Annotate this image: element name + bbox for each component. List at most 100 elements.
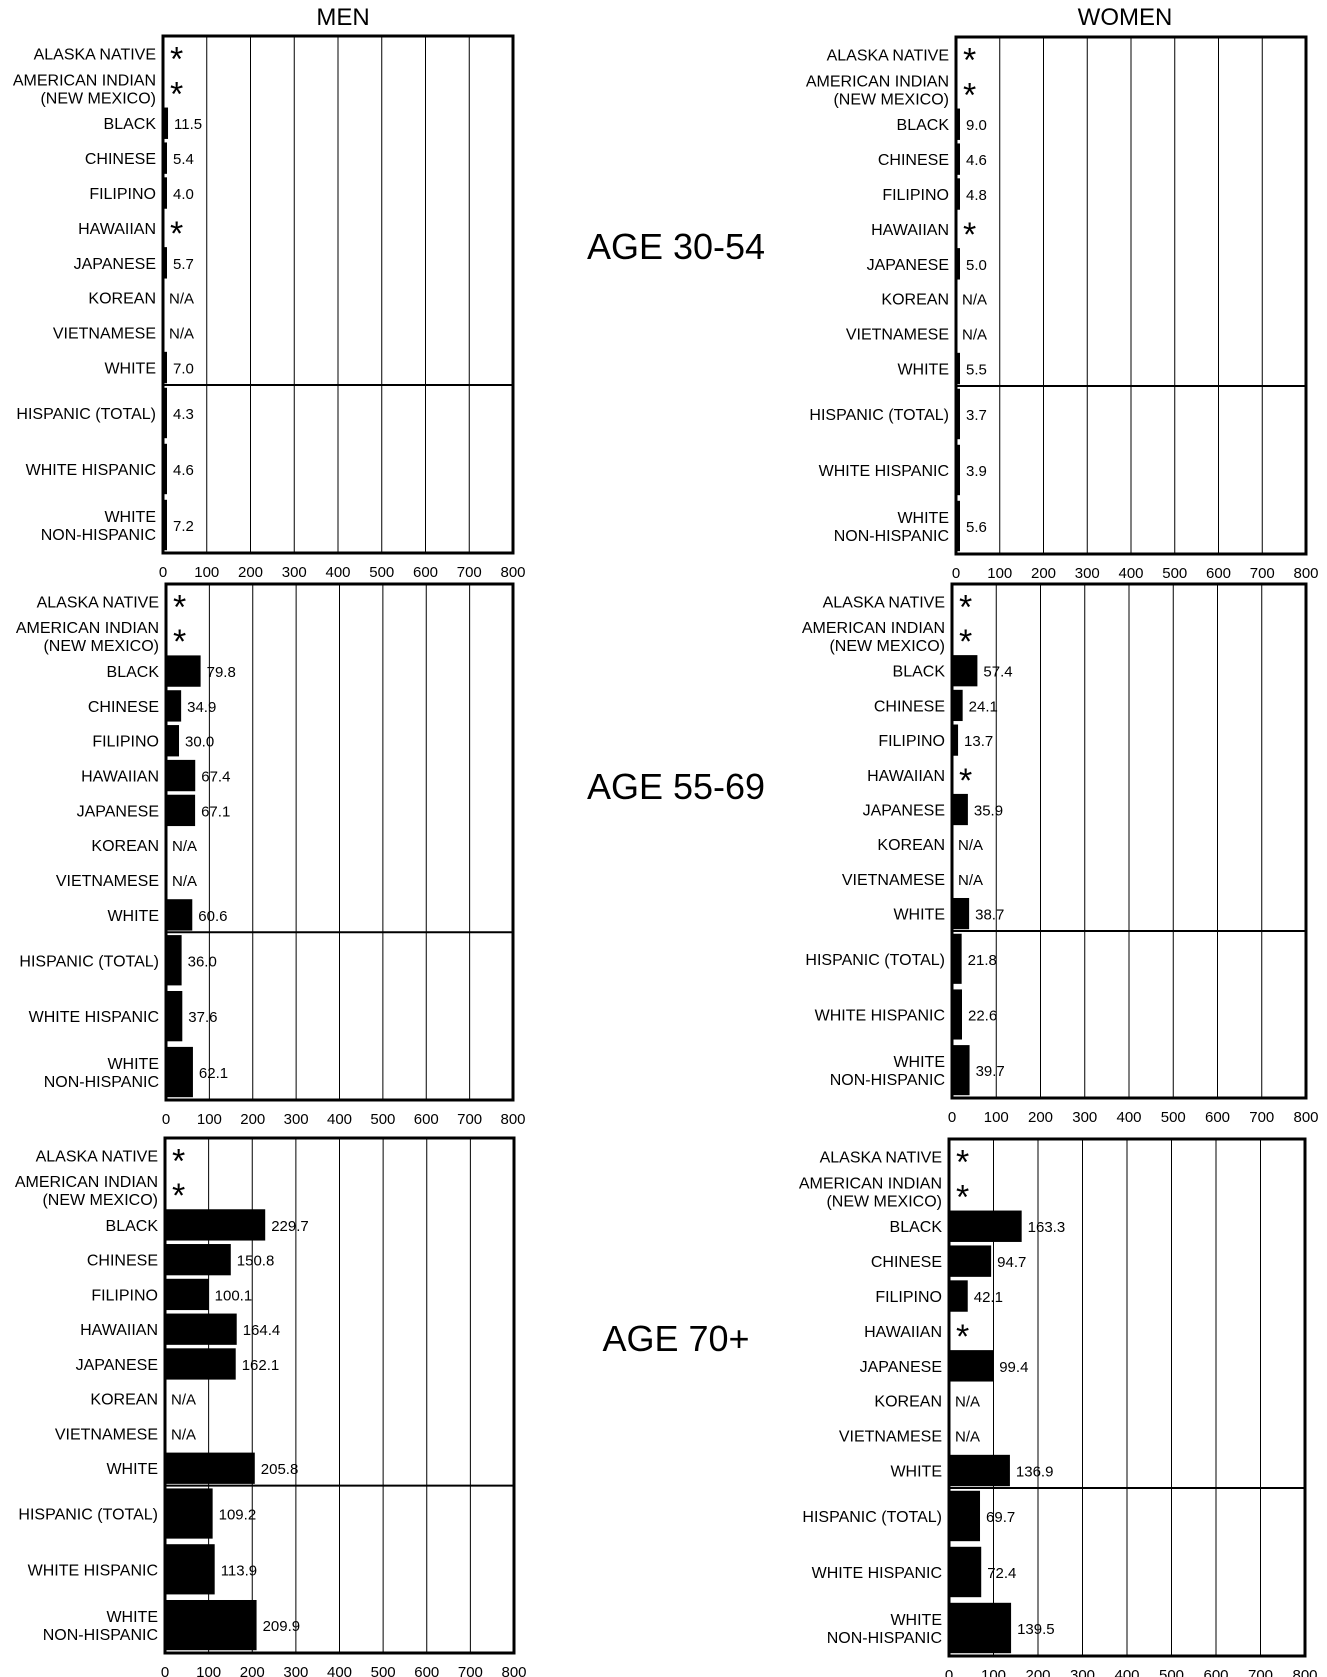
category-label-men-age-55-69-alaska-native: ALASKA NATIVE	[37, 594, 159, 611]
category-label-men-age-55-69-american-indian-new-mexico: AMERICAN INDIAN (NEW MEXICO)	[16, 620, 159, 655]
x-tick-label-men-age-55-69-300: 300	[284, 1111, 309, 1128]
category-label-men-age-55-69-hispanic-total: HISPANIC (TOTAL)	[19, 953, 159, 970]
bar-men-age-55-69-white-non-hispanic	[166, 1046, 193, 1098]
x-tick-label-women-age-30-54-100: 100	[987, 565, 1012, 582]
x-tick-label-men-age-70-200: 200	[240, 1664, 265, 1677]
value-label-men-age-55-69-black: 79.8	[207, 664, 236, 681]
category-label-men-age-70-white-hispanic: WHITE HISPANIC	[28, 1562, 158, 1579]
category-label-men-age-55-69-vietnamese: VIETNAMESE	[56, 873, 159, 890]
value-label-men-age-30-54-hispanic-total: 4.3	[173, 406, 194, 423]
value-label-men-age-70-filipino: 100.1	[215, 1287, 253, 1304]
value-label-women-age-30-54-black: 9.0	[966, 117, 987, 134]
value-label-men-age-30-54-white-non-hispanic: 7.2	[173, 518, 194, 535]
value-label-women-age-30-54-chinese: 4.6	[966, 152, 987, 169]
x-tick-label-men-age-55-69-800: 800	[500, 1111, 525, 1128]
category-label-men-age-55-69-white-non-hispanic: WHITE NON-HISPANIC	[44, 1056, 159, 1091]
value-label-men-age-55-69-chinese: 34.9	[187, 699, 216, 716]
bar-men-age-55-69-hispanic-total	[166, 935, 182, 986]
category-label-women-age-55-69-white-hispanic: WHITE HISPANIC	[815, 1007, 945, 1024]
value-label-men-age-55-69-filipino: 30.0	[185, 734, 214, 751]
category-label-men-age-30-54-american-indian-new-mexico: AMERICAN INDIAN (NEW MEXICO)	[13, 72, 156, 107]
x-tick-label-men-age-30-54-800: 800	[500, 564, 525, 581]
bar-men-age-30-54-black	[163, 107, 169, 139]
value-label-women-age-70-white-hispanic: 72.4	[987, 1565, 1016, 1582]
category-label-women-age-55-69-white: WHITE	[893, 907, 945, 924]
value-label-men-age-70-korean: N/A	[171, 1392, 196, 1409]
bar-women-age-70-japanese	[949, 1350, 994, 1382]
x-tick-label-men-age-55-69-200: 200	[240, 1111, 265, 1128]
value-label-women-age-55-69-chinese: 24.1	[969, 698, 998, 715]
category-label-men-age-70-hawaiian: HAWAIIAN	[80, 1322, 158, 1339]
bar-men-age-70-hawaiian	[165, 1313, 237, 1345]
category-label-men-age-55-69-japanese: JAPANESE	[77, 803, 159, 820]
x-tick-label-women-age-70-400: 400	[1114, 1667, 1139, 1677]
value-label-men-age-70-alaska-native: *	[172, 1142, 185, 1180]
value-label-women-age-70-chinese: 94.7	[997, 1254, 1026, 1271]
category-label-women-age-55-69-hawaiian: HAWAIIAN	[867, 768, 945, 785]
bar-women-age-70-filipino	[949, 1280, 968, 1312]
category-label-women-age-55-69-black: BLACK	[893, 664, 946, 681]
category-label-women-age-70-white: WHITE	[890, 1464, 942, 1481]
value-label-men-age-55-69-hispanic-total: 36.0	[188, 953, 217, 970]
x-tick-label-men-age-30-54-700: 700	[457, 564, 482, 581]
bar-men-age-70-white-hispanic	[165, 1544, 215, 1595]
bar-women-age-55-69-white	[952, 897, 970, 930]
value-label-men-age-30-54-hawaiian: *	[170, 215, 183, 253]
age-group-label-70-plus: AGE 70+	[602, 1318, 750, 1359]
value-label-men-age-55-69-korean: N/A	[172, 838, 197, 855]
bar-men-age-70-black	[165, 1209, 266, 1241]
value-label-women-age-55-69-hawaiian: *	[959, 762, 972, 800]
x-tick-label-men-age-30-54-0: 0	[159, 564, 167, 581]
bar-men-age-55-69-filipino	[166, 725, 180, 757]
category-label-men-age-70-white-non-hispanic: WHITE NON-HISPANIC	[43, 1609, 158, 1644]
x-tick-label-women-age-70-600: 600	[1203, 1667, 1228, 1677]
bar-men-age-70-white	[165, 1452, 255, 1484]
age-group-label-55-69: AGE 55-69	[586, 766, 766, 807]
category-label-women-age-70-black: BLACK	[890, 1219, 943, 1236]
x-tick-label-women-age-55-69-0: 0	[948, 1109, 956, 1126]
bar-women-age-30-54-white	[956, 352, 960, 385]
category-label-women-age-70-filipino: FILIPINO	[875, 1289, 942, 1306]
bar-men-age-30-54-white	[163, 351, 167, 384]
category-label-men-age-30-54-hispanic-total: HISPANIC (TOTAL)	[16, 406, 156, 423]
category-label-women-age-30-54-hispanic-total: HISPANIC (TOTAL)	[809, 407, 949, 424]
bar-women-age-30-54-white-hispanic	[956, 444, 960, 496]
bar-men-age-55-69-black	[166, 655, 201, 687]
bar-women-age-30-54-filipino	[956, 178, 960, 210]
x-tick-label-men-age-30-54-600: 600	[413, 564, 438, 581]
category-label-women-age-30-54-hawaiian: HAWAIIAN	[871, 222, 949, 239]
x-tick-label-women-age-70-300: 300	[1070, 1667, 1095, 1677]
value-label-men-age-55-69-white-hispanic: 37.6	[188, 1009, 217, 1026]
bar-men-age-55-69-hawaiian	[166, 759, 196, 792]
x-tick-label-men-age-30-54-100: 100	[194, 564, 219, 581]
value-label-women-age-70-alaska-native: *	[956, 1143, 969, 1181]
frame-men-age-55-69	[164, 582, 515, 1102]
category-label-women-age-30-54-japanese: JAPANESE	[867, 257, 949, 274]
x-tick-label-women-age-30-54-700: 700	[1250, 565, 1275, 582]
bar-women-age-55-69-white-non-hispanic	[952, 1045, 970, 1096]
category-label-women-age-30-54-white: WHITE	[897, 362, 949, 379]
x-tick-label-women-age-70-0: 0	[945, 1667, 953, 1677]
category-label-men-age-70-vietnamese: VIETNAMESE	[55, 1426, 158, 1443]
value-label-men-age-70-japanese: 162.1	[242, 1357, 280, 1374]
value-label-women-age-70-hawaiian: *	[956, 1318, 969, 1356]
frame-women-age-70	[947, 1137, 1307, 1658]
bar-women-age-70-hispanic-total	[949, 1490, 981, 1542]
x-tick-label-women-age-70-700: 700	[1248, 1667, 1273, 1677]
category-label-men-age-55-69-korean: KOREAN	[91, 838, 159, 855]
category-label-women-age-70-white-non-hispanic: WHITE NON-HISPANIC	[827, 1612, 942, 1647]
category-label-men-age-30-54-white-hispanic: WHITE HISPANIC	[26, 462, 156, 479]
x-tick-label-men-age-70-600: 600	[414, 1664, 439, 1677]
category-label-women-age-55-69-japanese: JAPANESE	[863, 803, 945, 820]
x-tick-label-men-age-70-700: 700	[458, 1664, 483, 1677]
x-tick-label-women-age-30-54-800: 800	[1293, 565, 1318, 582]
value-label-women-age-55-69-white-hispanic: 22.6	[968, 1007, 997, 1024]
value-label-men-age-30-54-vietnamese: N/A	[169, 326, 194, 343]
x-tick-label-men-age-55-69-600: 600	[414, 1111, 439, 1128]
value-label-women-age-55-69-alaska-native: *	[959, 588, 972, 626]
bar-men-age-30-54-white-non-hispanic	[163, 499, 167, 551]
value-label-men-age-30-54-american-indian-new-mexico: *	[170, 75, 183, 113]
x-tick-label-men-age-55-69-400: 400	[327, 1111, 352, 1128]
x-tick-label-women-age-55-69-500: 500	[1161, 1109, 1186, 1126]
